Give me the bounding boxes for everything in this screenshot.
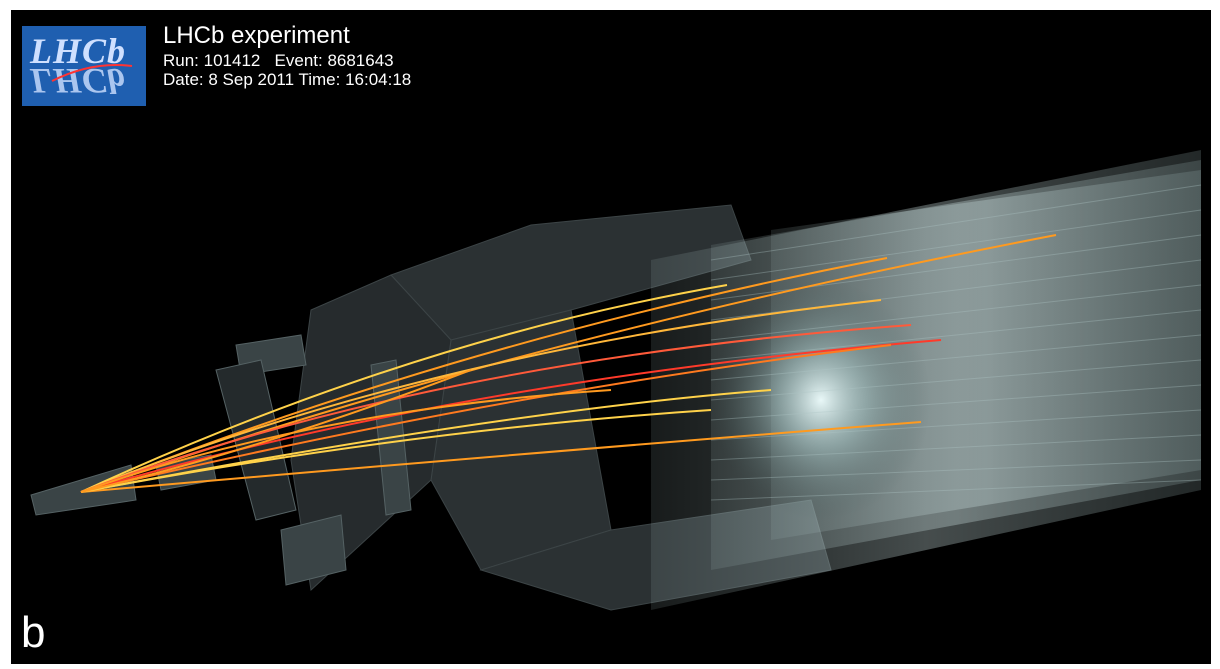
particle-tracks <box>80 234 1057 493</box>
logo-swoosh-icon <box>51 64 133 82</box>
event-info: LHCb experiment Run: 101412 Event: 86816… <box>163 22 412 89</box>
event-display-panel: LHCb LHCb LHCb experiment Run: 101412 Ev… <box>11 10 1211 664</box>
experiment-title: LHCb experiment <box>163 22 350 49</box>
panel-label: b <box>21 608 46 657</box>
run-event: Run: 101412 Event: 8681643 <box>163 51 394 70</box>
detector-scene <box>30 150 1202 611</box>
tracking-stations <box>651 150 1201 610</box>
lhcb-logo: LHCb LHCb <box>22 26 146 106</box>
date-time: Date: 8 Sep 2011 Time: 16:04:18 <box>163 70 412 89</box>
